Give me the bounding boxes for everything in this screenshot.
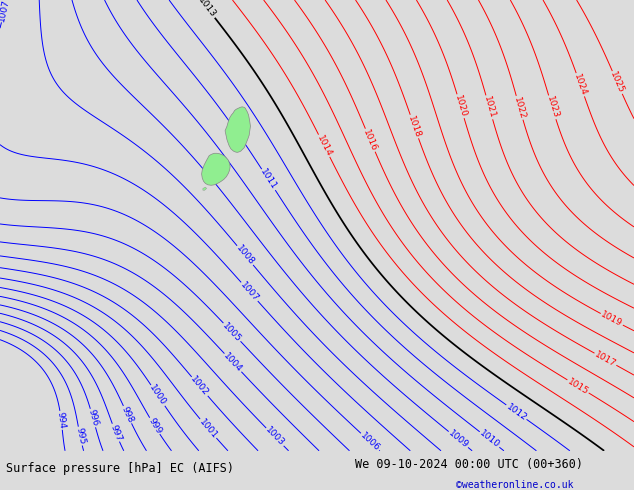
Text: 1019: 1019	[600, 310, 624, 329]
Text: 1008: 1008	[235, 244, 256, 267]
Text: 997: 997	[108, 423, 123, 442]
Text: 1010: 1010	[477, 429, 501, 450]
Text: 1022: 1022	[512, 96, 527, 120]
Text: 1006: 1006	[359, 431, 382, 453]
Text: 1024: 1024	[573, 73, 588, 97]
Text: 1017: 1017	[593, 350, 618, 368]
Text: Surface pressure [hPa] EC (AIFS): Surface pressure [hPa] EC (AIFS)	[6, 462, 235, 475]
Text: 1001: 1001	[197, 417, 219, 440]
Text: 996: 996	[86, 409, 100, 428]
Text: 1013: 1013	[197, 0, 217, 20]
Text: 1025: 1025	[609, 70, 626, 95]
Text: 1009: 1009	[446, 429, 470, 450]
Text: 1007: 1007	[0, 0, 11, 23]
Text: 1004: 1004	[222, 351, 244, 374]
Text: 1003: 1003	[264, 426, 286, 448]
Text: 998: 998	[120, 405, 135, 424]
Polygon shape	[225, 107, 250, 152]
Text: 1021: 1021	[482, 95, 496, 120]
Text: 1007: 1007	[238, 280, 261, 303]
Text: 1016: 1016	[361, 128, 379, 152]
Text: 1023: 1023	[545, 95, 560, 120]
Text: 1005: 1005	[221, 321, 243, 343]
Text: 1000: 1000	[148, 383, 168, 408]
Text: 1012: 1012	[505, 402, 528, 422]
Text: 1020: 1020	[453, 94, 468, 119]
Text: 1002: 1002	[189, 375, 210, 398]
Text: 1011: 1011	[259, 168, 278, 192]
Text: 1014: 1014	[315, 133, 333, 158]
Text: 1018: 1018	[406, 114, 422, 139]
Text: We 09-10-2024 00:00 UTC (00+360): We 09-10-2024 00:00 UTC (00+360)	[355, 458, 583, 471]
Polygon shape	[203, 187, 207, 190]
Text: 995: 995	[74, 427, 86, 445]
Text: 999: 999	[146, 416, 163, 436]
Text: 994: 994	[56, 411, 67, 429]
Text: ©weatheronline.co.uk: ©weatheronline.co.uk	[456, 480, 574, 490]
Polygon shape	[202, 153, 230, 185]
Text: 1015: 1015	[566, 376, 590, 396]
